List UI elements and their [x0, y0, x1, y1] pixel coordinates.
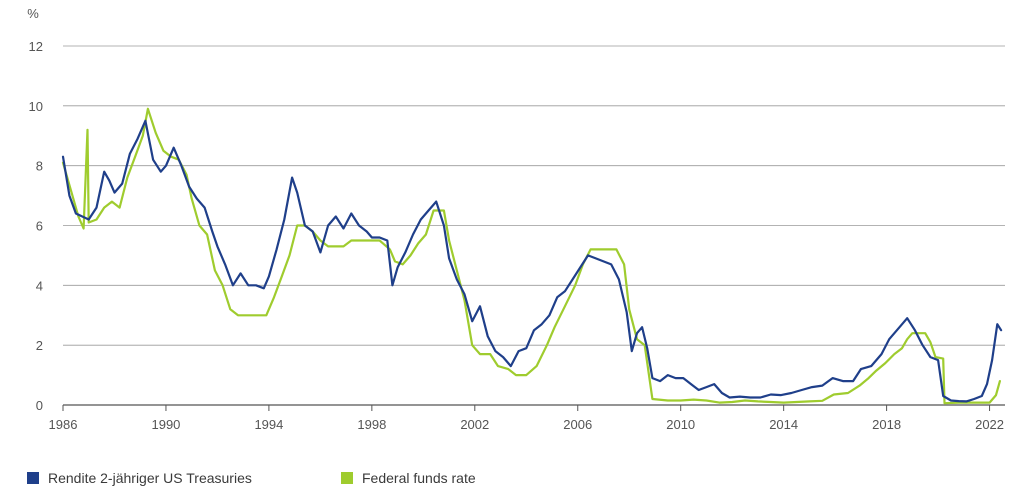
- x-axis-ticks: 1986 1990 1994 1998 2002 2006 2010 2014 2018 2022: [49, 405, 1004, 432]
- legend-swatch: [341, 472, 353, 484]
- x-tick-label: 1990: [151, 417, 180, 432]
- legend: Rendite 2-jähriger US Treasuries Federal …: [27, 470, 476, 486]
- x-tick-label: 2014: [769, 417, 798, 432]
- series-lines: [61, 107, 1003, 405]
- y-axis-ticks: 0 2 4 6 8 10 12: [29, 39, 43, 413]
- x-tick-label: 2006: [563, 417, 592, 432]
- x-tick-label: 1986: [49, 417, 78, 432]
- y-tick-label: 2: [36, 338, 43, 353]
- x-tick-label: 2002: [460, 417, 489, 432]
- x-tick-label: 1994: [254, 417, 283, 432]
- y-tick-label: 8: [36, 159, 43, 174]
- legend-swatch: [27, 472, 39, 484]
- x-tick-label: 2022: [975, 417, 1004, 432]
- series-line-treasuries: [61, 119, 1003, 403]
- gridlines: [63, 45, 1005, 406]
- y-tick-label: 12: [29, 39, 43, 54]
- y-tick-label: 10: [29, 99, 43, 114]
- series-line-fed-funds: [61, 107, 1001, 405]
- x-tick-label: 2010: [666, 417, 695, 432]
- legend-label: Rendite 2-jähriger US Treasuries: [48, 470, 252, 486]
- legend-label: Federal funds rate: [362, 470, 476, 486]
- x-tick-label: 2018: [872, 417, 901, 432]
- y-axis-unit-label: %: [27, 6, 39, 21]
- y-tick-label: 4: [36, 278, 43, 293]
- y-tick-label: 0: [36, 398, 43, 413]
- y-tick-label: 6: [36, 219, 43, 234]
- x-tick-label: 1998: [357, 417, 386, 432]
